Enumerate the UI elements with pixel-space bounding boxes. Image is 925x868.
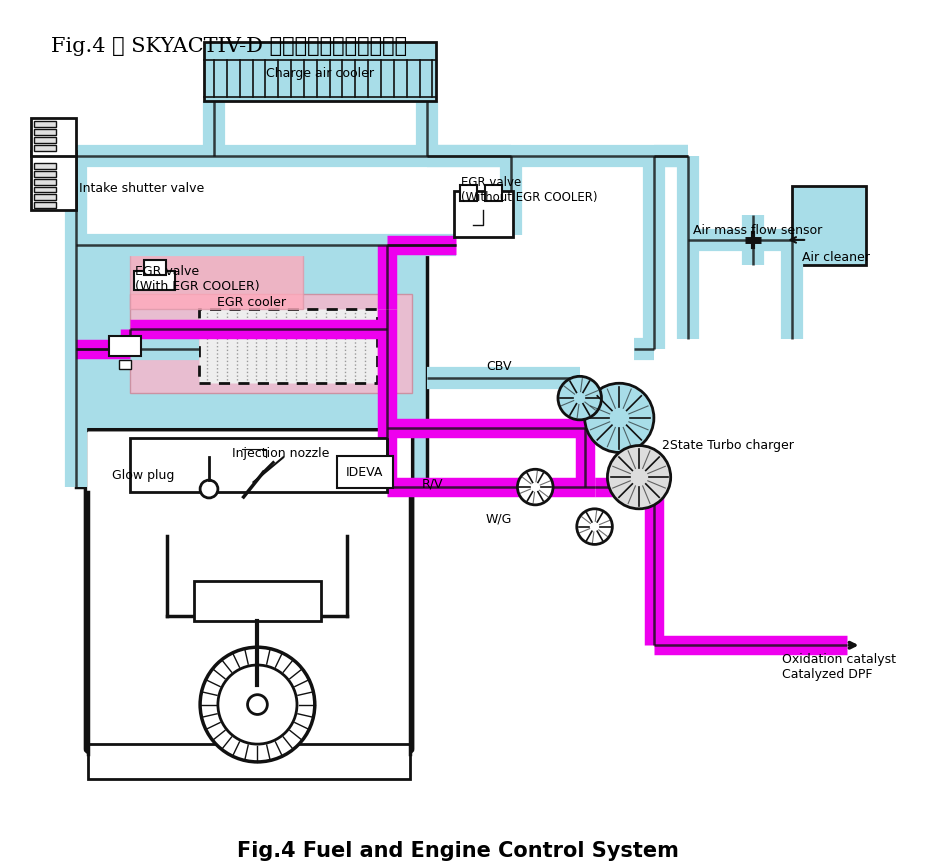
FancyBboxPatch shape (34, 129, 56, 135)
Text: EGR valve
(With EGR COOLER): EGR valve (With EGR COOLER) (135, 266, 260, 293)
Text: Oxidation catalyst
Catalyzed DPF: Oxidation catalyst Catalyzed DPF (783, 653, 896, 681)
FancyBboxPatch shape (454, 192, 512, 237)
Text: Fig.4 に SKYACTIV-D の全体システムを示す。: Fig.4 に SKYACTIV-D の全体システムを示す。 (51, 37, 407, 56)
FancyBboxPatch shape (34, 145, 56, 151)
Text: Air cleaner: Air cleaner (802, 251, 870, 264)
FancyBboxPatch shape (85, 430, 413, 752)
Circle shape (200, 480, 218, 498)
FancyBboxPatch shape (460, 185, 477, 201)
FancyBboxPatch shape (34, 202, 56, 208)
FancyBboxPatch shape (130, 437, 387, 492)
FancyBboxPatch shape (119, 359, 131, 370)
Circle shape (517, 470, 553, 505)
Text: EGR valve
(Without EGR COOLER): EGR valve (Without EGR COOLER) (461, 176, 598, 205)
Text: W/G: W/G (486, 512, 512, 525)
Text: Fig.4 Fuel and Engine Control System: Fig.4 Fuel and Engine Control System (237, 841, 679, 861)
Text: 2State Turbo charger: 2State Turbo charger (661, 439, 794, 452)
FancyBboxPatch shape (34, 179, 56, 185)
FancyBboxPatch shape (89, 744, 410, 779)
Circle shape (608, 445, 671, 509)
FancyBboxPatch shape (199, 309, 377, 384)
Text: Charge air cooler: Charge air cooler (265, 67, 374, 80)
FancyBboxPatch shape (34, 171, 56, 176)
FancyBboxPatch shape (31, 151, 76, 210)
FancyBboxPatch shape (143, 260, 166, 275)
FancyBboxPatch shape (109, 336, 141, 356)
Text: Air mass flow sensor: Air mass flow sensor (694, 224, 822, 236)
Text: Injection nozzle: Injection nozzle (232, 447, 329, 460)
FancyBboxPatch shape (34, 187, 56, 193)
Text: CBV: CBV (486, 360, 512, 373)
FancyBboxPatch shape (793, 186, 867, 265)
FancyBboxPatch shape (31, 118, 76, 156)
Text: Glow plug: Glow plug (112, 469, 175, 482)
Text: IDEVA: IDEVA (345, 466, 383, 479)
Circle shape (585, 384, 654, 452)
FancyBboxPatch shape (34, 137, 56, 143)
FancyBboxPatch shape (34, 122, 56, 128)
FancyBboxPatch shape (134, 271, 176, 290)
FancyBboxPatch shape (130, 240, 302, 309)
Text: EGR cooler: EGR cooler (216, 296, 286, 309)
FancyBboxPatch shape (34, 194, 56, 201)
FancyBboxPatch shape (130, 294, 412, 393)
Text: R/V: R/V (422, 477, 443, 490)
FancyBboxPatch shape (76, 245, 426, 487)
FancyBboxPatch shape (204, 43, 437, 102)
FancyBboxPatch shape (337, 457, 393, 488)
FancyBboxPatch shape (485, 185, 501, 201)
Circle shape (200, 648, 315, 762)
Text: Intake shutter valve: Intake shutter valve (79, 182, 204, 195)
Circle shape (558, 377, 601, 420)
FancyBboxPatch shape (34, 163, 56, 168)
Circle shape (248, 694, 267, 714)
Circle shape (577, 509, 612, 544)
FancyBboxPatch shape (194, 581, 321, 621)
